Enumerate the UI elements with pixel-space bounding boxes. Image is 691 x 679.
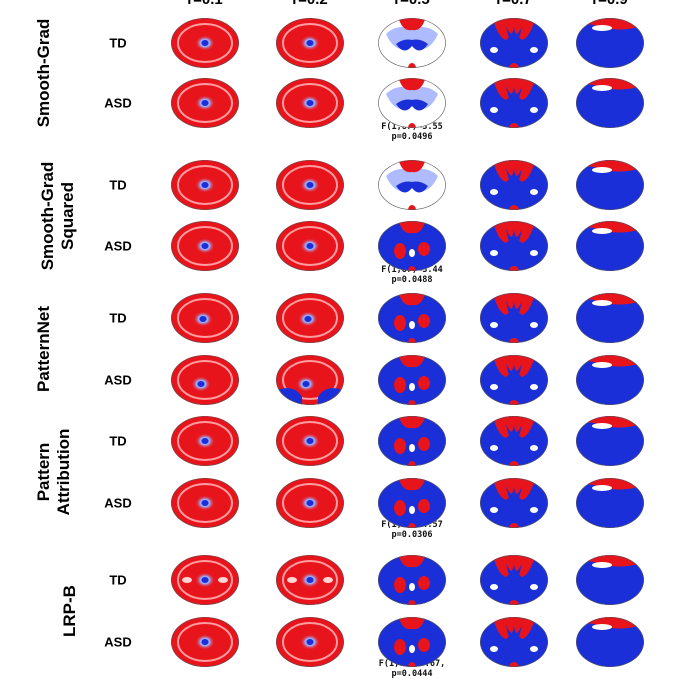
column-label: r=0.1 [187, 0, 222, 8]
topomap-lrp-b-td-col1 [171, 555, 239, 605]
topomap-smooth-grad-asd-col2 [276, 78, 344, 128]
topomap-pattern-attribution-asd-col4 [480, 478, 548, 528]
topomap-smooth-grad-squared-td-col2 [276, 160, 344, 210]
topomap-pattern-attribution-td-col4 [480, 416, 548, 466]
topomap-smooth-grad-td-col1 [171, 18, 239, 68]
method-label-line: LRP-B [60, 585, 79, 637]
topomap-smooth-grad-squared-td-col5 [576, 160, 644, 210]
topomap-smooth-grad-squared-td-col1 [171, 160, 239, 210]
topomap-pattern-attribution-asd-col3 [378, 478, 446, 528]
topomap-pattern-attribution-td-col3 [378, 416, 446, 466]
topomap-pattern-attribution-td-col5 [576, 416, 644, 466]
topomap-pattern-attribution-asd-col1 [171, 478, 239, 528]
topomap-lrp-b-asd-col3 [378, 617, 446, 667]
group-label: ASD [104, 634, 132, 650]
group-label: TD [109, 433, 127, 449]
group-label: ASD [104, 495, 132, 511]
method-label: PatternNet [34, 306, 54, 392]
topomap-patternnet-asd-col5 [576, 355, 644, 405]
topomap-patternnet-td-col3 [378, 293, 446, 343]
topomap-smooth-grad-squared-asd-col1 [171, 221, 239, 271]
topomap-patternnet-asd-col2 [276, 355, 344, 405]
topomap-smooth-grad-asd-col5 [576, 78, 644, 128]
topomap-patternnet-asd-col3 [378, 355, 446, 405]
topomap-patternnet-td-col2 [276, 293, 344, 343]
method-label-line: Smooth-Grad [34, 18, 53, 128]
column-label: r=0.7 [496, 0, 531, 8]
stat-line: p=0.0488 [391, 275, 433, 285]
topomap-pattern-attribution-td-col2 [276, 416, 344, 466]
topomap-smooth-grad-asd-col1 [171, 78, 239, 128]
topomap-lrp-b-asd-col5 [576, 617, 644, 667]
method-label: LRP-B [60, 585, 80, 637]
group-label: ASD [104, 372, 132, 388]
method-label: Pattern Attribution [34, 429, 74, 516]
topomap-lrp-b-td-col5 [576, 555, 644, 605]
topomap-pattern-attribution-asd-col5 [576, 478, 644, 528]
topomap-smooth-grad-asd-col4 [480, 78, 548, 128]
topomap-smooth-grad-squared-asd-col3 [378, 221, 446, 271]
method-label-line: Attribution [54, 428, 73, 516]
topomap-smooth-grad-asd-col3 [378, 78, 446, 128]
topomap-smooth-grad-squared-asd-col4 [480, 221, 548, 271]
topomap-lrp-b-asd-col1 [171, 617, 239, 667]
topomap-smooth-grad-td-col3 [378, 18, 446, 68]
topomap-lrp-b-td-col3 [378, 555, 446, 605]
group-label: TD [109, 310, 127, 326]
topomap-patternnet-td-col4 [480, 293, 548, 343]
method-label: Smooth-Grad Squared [38, 161, 78, 270]
method-label-line: Squared [58, 181, 77, 250]
topomap-smooth-grad-squared-td-col4 [480, 160, 548, 210]
topomap-smooth-grad-td-col4 [480, 18, 548, 68]
group-label: TD [109, 35, 127, 51]
topomap-lrp-b-td-col2 [276, 555, 344, 605]
method-label-line: PatternNet [34, 306, 53, 392]
topomap-patternnet-asd-col4 [480, 355, 548, 405]
method-label: Smooth-Grad [34, 19, 54, 128]
group-label: ASD [104, 238, 132, 254]
topomap-patternnet-td-col5 [576, 293, 644, 343]
topomap-pattern-attribution-asd-col2 [276, 478, 344, 528]
group-label: ASD [104, 95, 132, 111]
topomap-smooth-grad-td-col2 [276, 18, 344, 68]
topomap-pattern-attribution-td-col1 [171, 416, 239, 466]
topomap-smooth-grad-td-col5 [576, 18, 644, 68]
stat-line: p=0.0496 [391, 132, 433, 142]
topomap-patternnet-td-col1 [171, 293, 239, 343]
group-label: TD [109, 572, 127, 588]
stat-line: p=0.0444 [391, 669, 433, 679]
column-label: r=0.9 [592, 0, 627, 8]
stat-line: p=0.0306 [391, 530, 433, 540]
topomap-patternnet-asd-col1 [171, 355, 239, 405]
topomap-lrp-b-td-col4 [480, 555, 548, 605]
column-label: r=0.5 [394, 0, 429, 8]
topomap-lrp-b-asd-col2 [276, 617, 344, 667]
group-label: TD [109, 177, 127, 193]
topomap-smooth-grad-squared-td-col3 [378, 160, 446, 210]
topomap-lrp-b-asd-col4 [480, 617, 548, 667]
topomap-smooth-grad-squared-asd-col5 [576, 221, 644, 271]
method-label-line: Pattern [34, 442, 53, 502]
column-label: r=0.2 [292, 0, 327, 8]
topomap-smooth-grad-squared-asd-col2 [276, 221, 344, 271]
method-label-line: Smooth-Grad [38, 161, 57, 270]
